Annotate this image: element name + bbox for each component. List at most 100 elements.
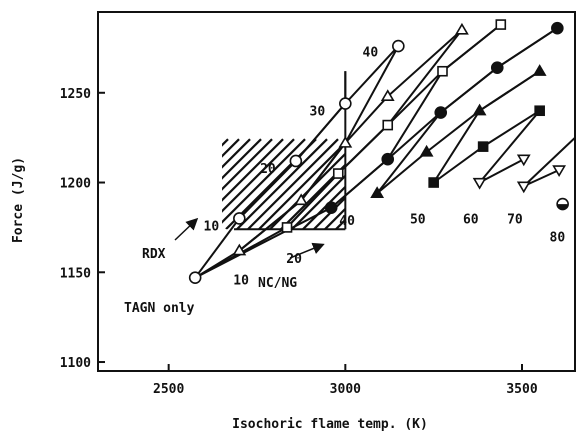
hatch-lines xyxy=(83,138,579,230)
data-point xyxy=(552,165,566,178)
y-tick-label: 1250 xyxy=(60,87,91,102)
data-point xyxy=(294,193,309,206)
hatch-line xyxy=(222,138,284,202)
base-link-line xyxy=(194,206,332,279)
axes: 2500 3000 3500 1100 1150 1200 1250 xyxy=(60,87,538,397)
data-point xyxy=(289,154,303,168)
hatch-line xyxy=(247,138,339,230)
ncng-percent-label: 80 xyxy=(550,230,566,245)
data-point xyxy=(532,64,547,76)
x-tick-label: 2500 xyxy=(153,382,184,397)
series-line xyxy=(376,70,541,195)
ncng-percent-label: 40 xyxy=(339,214,355,229)
hatch-line xyxy=(291,174,346,230)
data-point xyxy=(495,19,507,30)
rdx-arrow xyxy=(174,217,199,241)
hatch-line xyxy=(222,138,229,147)
data-point xyxy=(380,89,395,102)
data-point xyxy=(434,106,448,119)
family-line xyxy=(238,45,400,252)
data-point xyxy=(381,152,395,166)
annotations: 10 20 30 40 10 20 40 50 60 70 80 xyxy=(204,45,566,288)
rdx-percent-label: 40 xyxy=(363,45,379,60)
data-point xyxy=(455,22,469,35)
data-point xyxy=(188,271,202,284)
plot-frame xyxy=(97,11,576,372)
family-line xyxy=(376,27,558,194)
y-tick-label: 1100 xyxy=(60,356,91,371)
hatch-line xyxy=(222,138,240,158)
data-point xyxy=(516,181,531,194)
hatch-line xyxy=(280,163,346,230)
ncng-arrow xyxy=(289,242,325,259)
data-point xyxy=(232,243,247,256)
data-point-half xyxy=(557,204,569,210)
hatch-line xyxy=(105,139,195,229)
tagn-only-label: TAGN only xyxy=(124,301,195,316)
hatched-region xyxy=(83,71,579,231)
data-point xyxy=(428,177,439,188)
rdx-percent-label: 30 xyxy=(310,105,326,120)
data-point xyxy=(534,105,545,117)
data-point xyxy=(370,186,385,198)
hatch-line xyxy=(313,196,346,230)
ncng-percent-label: 70 xyxy=(507,212,523,227)
hatch-line xyxy=(545,139,579,229)
x-axis-title: Isochoric flame temp. (K) xyxy=(232,417,428,432)
data-point xyxy=(281,222,293,233)
ncng-percent-label: 20 xyxy=(286,252,302,267)
family-line xyxy=(478,110,541,184)
data-point xyxy=(339,97,352,110)
base-link-line xyxy=(194,217,241,279)
hatch-line xyxy=(236,138,328,230)
data-point xyxy=(338,135,353,148)
hatch-line xyxy=(116,139,206,229)
rdx-percent-label: 20 xyxy=(260,162,276,177)
data-point xyxy=(419,144,434,157)
data-point xyxy=(324,201,338,214)
data-point xyxy=(472,103,487,116)
mixture-curves xyxy=(194,23,575,279)
data-point xyxy=(516,154,531,167)
data-point xyxy=(477,141,489,152)
hatch-line xyxy=(222,138,306,224)
ncng-label: NC/NG xyxy=(258,276,297,291)
hatch-line xyxy=(222,138,251,169)
data-point xyxy=(437,65,448,77)
data-point xyxy=(382,119,394,131)
series-line xyxy=(479,158,525,184)
rdx-percent-label: 10 xyxy=(204,220,220,235)
hatch-line xyxy=(127,139,217,229)
family-line xyxy=(286,29,463,229)
y-tick-label: 1200 xyxy=(60,177,91,192)
ncng-percent-label: 50 xyxy=(410,212,426,227)
hatch-line xyxy=(534,139,579,229)
hatch-line xyxy=(222,138,262,180)
rdx-label: RDX xyxy=(142,247,166,262)
data-point xyxy=(551,21,564,35)
data-point xyxy=(332,168,344,179)
hatch-line xyxy=(258,141,346,230)
series-line xyxy=(523,169,560,188)
hatch-line xyxy=(222,138,273,191)
hatch-line xyxy=(324,207,346,230)
y-axis-title: Force (J/g) xyxy=(11,157,26,243)
x-tick-label: 3000 xyxy=(330,382,361,397)
data-markers xyxy=(188,19,569,284)
family-line xyxy=(330,23,502,209)
x-tick-label: 3500 xyxy=(506,382,537,397)
hatch-line xyxy=(83,139,173,229)
hatch-line xyxy=(523,139,579,229)
ncng-percent-label: 10 xyxy=(233,273,249,288)
data-point xyxy=(392,39,405,53)
family-line xyxy=(523,136,575,187)
hatch-line xyxy=(222,138,295,213)
hatch-line xyxy=(94,139,184,229)
data-point xyxy=(233,212,246,225)
data-point xyxy=(472,177,487,190)
hatch-line xyxy=(567,139,579,229)
y-tick-label: 1150 xyxy=(60,266,91,281)
data-point xyxy=(490,61,504,74)
ncng-percent-label: 60 xyxy=(463,212,479,227)
